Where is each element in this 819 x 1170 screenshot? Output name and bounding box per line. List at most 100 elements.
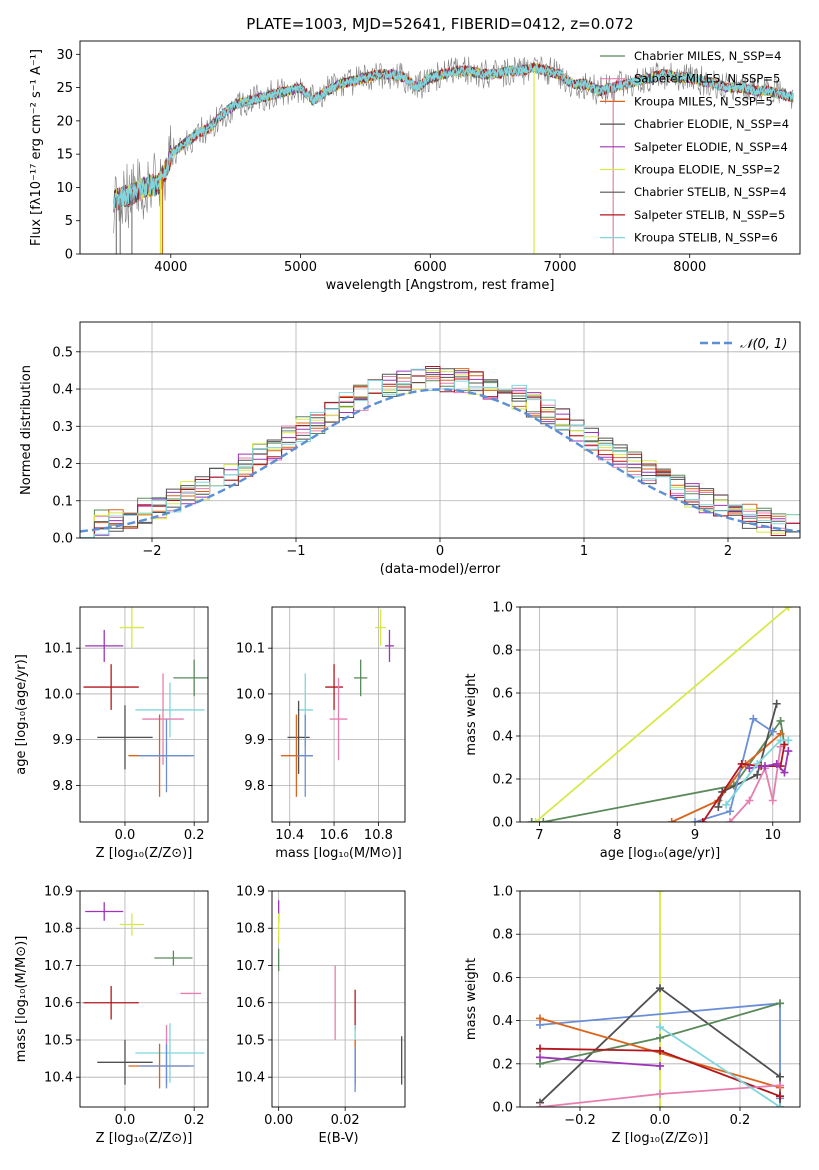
- grid: [80, 890, 208, 1107]
- weight-marker: [656, 1046, 664, 1055]
- data-point: [173, 659, 208, 697]
- x-tick-label: 0.00: [264, 1113, 293, 1128]
- weight-marker: [768, 796, 777, 805]
- weight-marker: [780, 768, 789, 777]
- weight-marker: [772, 699, 781, 708]
- y-tick-label: 5: [65, 214, 73, 229]
- weight-marker: [714, 802, 723, 811]
- weight-marker: [656, 1103, 664, 1107]
- y-tick-label: 0.2: [492, 773, 513, 788]
- y-axis-label: Normed distribution: [19, 365, 34, 495]
- x-tick-label: 0.2: [184, 1113, 205, 1128]
- x-tick-label: 0.2: [730, 1113, 751, 1128]
- weight-marker: [745, 764, 754, 773]
- x-tick-label: 0.0: [650, 1113, 671, 1128]
- data-point: [83, 985, 139, 1020]
- plot-area: [536, 891, 784, 1107]
- weight-marker: [776, 1103, 784, 1107]
- x-tick-label: 0.0: [115, 828, 136, 843]
- weight-marker: [656, 891, 664, 895]
- x-axis-label: wavelength [Angstrom, rest frame]: [326, 278, 555, 293]
- legend: 𝒩(0, 1): [700, 337, 787, 352]
- x-axis-label: age [log₁₀(age/yr)]: [600, 846, 721, 861]
- weight-marker: [776, 999, 784, 1008]
- data-point: [329, 677, 348, 761]
- y-axis-label: mass weight: [464, 673, 479, 755]
- data-point: [385, 629, 394, 662]
- x-tick-label: 2: [724, 544, 732, 559]
- y-tick-label: 30: [56, 48, 73, 63]
- axes-frame: [79, 40, 801, 255]
- y-tick-label: 10.4: [236, 1071, 265, 1086]
- weight-marker: [776, 1092, 784, 1101]
- weight-vs-age-panel: 7 8 9 10 0.0 0.2 0.4 0.6 0.8 1.0 age [log₁₀(age/yr…: [464, 601, 801, 861]
- y-tick-label: 10.7: [44, 959, 73, 974]
- residuals-panel: −2 −1 0 1 2 0.0 0.1 0.2 0.3 0.4 0.5 (data-model)/er…: [19, 321, 801, 577]
- y-tick-label: 9.8: [52, 779, 73, 794]
- chart-title: PLATE=1003, MJD=52641, FIBERID=0412, z=0…: [246, 15, 633, 33]
- y-tick-label: 0.0: [52, 532, 73, 547]
- mass-vs-metallicity-panel: 0.0 0.2 10.4 10.5 10.6 10.7 10.8 10.9 Z [log₁₀(Z…: [14, 885, 209, 1146]
- y-tick-label: 0.6: [492, 971, 513, 986]
- weight-marker: [749, 714, 758, 723]
- y-tick-label: 0.4: [492, 730, 513, 745]
- y-tick-label: 0.3: [52, 420, 73, 435]
- weight-marker: [776, 1081, 784, 1090]
- y-tick-label: 9.9: [244, 733, 265, 748]
- x-tick-label: −0.2: [564, 1113, 596, 1128]
- spectrum-line: [113, 65, 794, 210]
- y-tick-label: 0.4: [492, 1014, 513, 1029]
- age-vs-mass-panel: 10.4 10.6 10.8 9.8 9.9 10.0 10.1 mass [log₁₀(M/…: [236, 606, 406, 861]
- x-tick-label: 1: [580, 544, 588, 559]
- x-tick-label: 0.0: [115, 1113, 136, 1128]
- y-tick-label: 1.0: [492, 885, 513, 900]
- data-point: [354, 659, 368, 697]
- x-tick-label: 8000: [673, 260, 706, 275]
- plot-area: [277, 900, 403, 1093]
- axes-frame: [271, 890, 406, 1108]
- plot-area: [83, 902, 205, 1089]
- y-tick-label: 1.0: [492, 601, 513, 616]
- weight-line: [659, 1026, 781, 1107]
- weight-line: [535, 607, 789, 822]
- weight-vs-metallicity-panel: −0.2 0.0 0.2 0.0 0.2 0.4 0.6 0.8 1.0 Z [log₁₀(Z/Z…: [464, 885, 801, 1146]
- grid: [520, 606, 800, 823]
- y-tick-label: 10.0: [44, 687, 73, 702]
- y-tick-label: 10.5: [44, 1033, 73, 1048]
- data-point: [135, 1023, 205, 1083]
- weight-line: [671, 733, 782, 822]
- y-tick-label: 10.8: [236, 922, 265, 937]
- y-tick-label: 0.2: [52, 457, 73, 472]
- weight-marker: [531, 818, 540, 822]
- y-tick-label: 0: [65, 248, 73, 263]
- weight-marker: [737, 759, 746, 768]
- legend-entry: Salpeter MILES, N_SSP=5: [634, 72, 780, 86]
- y-tick-label: 0.8: [492, 928, 513, 943]
- weight-marker: [667, 818, 676, 822]
- weight-marker: [527, 818, 536, 822]
- weight-marker: [753, 759, 762, 768]
- weight-marker: [784, 747, 793, 756]
- y-tick-label: 10.9: [44, 885, 73, 900]
- weight-marker: [539, 818, 548, 822]
- mass-vs-extinction-panel: 0.00 0.02 10.4 10.5 10.6 10.7 10.8 10.9 E(B-V): [236, 885, 406, 1146]
- weight-marker: [691, 818, 699, 822]
- plot-area: [527, 607, 793, 822]
- weight-marker: [745, 796, 754, 805]
- y-tick-label: 10.6: [236, 996, 265, 1011]
- weight-line: [539, 987, 781, 1107]
- x-tick-label: 0: [436, 544, 444, 559]
- x-tick-label: 4000: [154, 260, 187, 275]
- x-axis-label: Z [log₁₀(Z/Z⊙)]: [612, 1131, 709, 1146]
- y-tick-label: 0.8: [492, 644, 513, 659]
- weight-marker: [768, 727, 777, 736]
- x-tick-label: −1: [286, 544, 305, 559]
- x-tick-label: 10: [765, 828, 782, 843]
- legend-entry: Kroupa MILES, N_SSP=5: [634, 94, 773, 108]
- y-tick-label: 10.7: [236, 959, 265, 974]
- weight-marker: [726, 807, 734, 816]
- data-point: [85, 902, 124, 921]
- x-tick-label: 0.02: [331, 1113, 360, 1128]
- y-axis-label: Flux [fλ10⁻¹⁷ erg cm⁻² s⁻¹ A⁻¹]: [29, 49, 44, 246]
